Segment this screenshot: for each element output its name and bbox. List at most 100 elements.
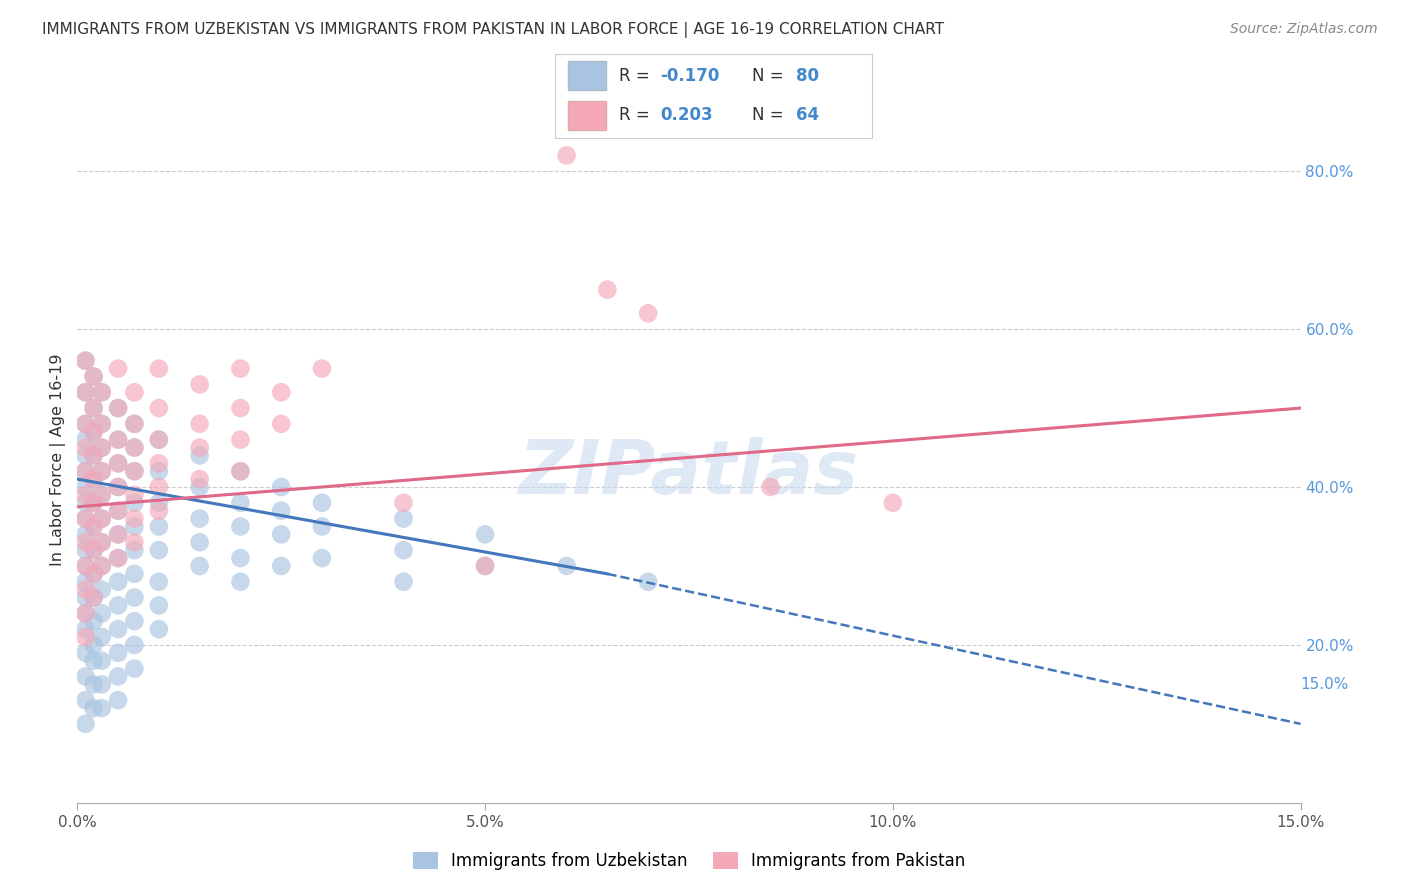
- Point: [188, 511, 211, 525]
- Point: [555, 558, 578, 573]
- Point: [75, 630, 97, 644]
- Point: [75, 607, 97, 621]
- Point: [124, 535, 146, 549]
- Point: [83, 401, 105, 415]
- Point: [83, 401, 105, 415]
- Point: [107, 527, 129, 541]
- Point: [107, 433, 129, 447]
- Point: [107, 574, 129, 589]
- Point: [83, 369, 105, 384]
- Point: [90, 677, 112, 691]
- Text: 15.0%: 15.0%: [1301, 677, 1348, 692]
- Point: [124, 638, 146, 652]
- Point: [124, 417, 146, 431]
- Point: [124, 385, 146, 400]
- Point: [90, 464, 112, 478]
- Point: [75, 417, 97, 431]
- Point: [124, 441, 146, 455]
- Point: [107, 456, 129, 470]
- Point: [75, 669, 97, 683]
- Point: [474, 558, 496, 573]
- Point: [90, 630, 112, 644]
- Point: [83, 496, 105, 510]
- Point: [75, 511, 97, 525]
- Point: [124, 464, 146, 478]
- Point: [229, 464, 252, 478]
- Point: [474, 527, 496, 541]
- Point: [107, 401, 129, 415]
- Point: [148, 504, 170, 518]
- Bar: [568, 62, 606, 90]
- Point: [148, 622, 170, 636]
- Point: [75, 385, 97, 400]
- Point: [637, 306, 659, 320]
- Point: [83, 701, 105, 715]
- Point: [90, 511, 112, 525]
- Point: [75, 574, 97, 589]
- Text: -0.170: -0.170: [659, 67, 718, 85]
- Point: [83, 369, 105, 384]
- Text: IMMIGRANTS FROM UZBEKISTAN VS IMMIGRANTS FROM PAKISTAN IN LABOR FORCE | AGE 16-1: IMMIGRANTS FROM UZBEKISTAN VS IMMIGRANTS…: [42, 22, 945, 38]
- Point: [188, 558, 211, 573]
- Point: [83, 449, 105, 463]
- Point: [75, 433, 97, 447]
- Point: [75, 607, 97, 621]
- Point: [83, 543, 105, 558]
- Point: [90, 558, 112, 573]
- Text: Source: ZipAtlas.com: Source: ZipAtlas.com: [1230, 22, 1378, 37]
- Point: [83, 519, 105, 533]
- Point: [148, 401, 170, 415]
- Point: [124, 543, 146, 558]
- Point: [270, 417, 292, 431]
- Point: [124, 519, 146, 533]
- Point: [75, 449, 97, 463]
- Point: [229, 361, 252, 376]
- Point: [124, 566, 146, 581]
- Point: [90, 701, 112, 715]
- Point: [148, 519, 170, 533]
- Point: [107, 551, 129, 566]
- Point: [83, 638, 105, 652]
- Point: [148, 480, 170, 494]
- Point: [124, 488, 146, 502]
- Point: [107, 504, 129, 518]
- Point: [75, 385, 97, 400]
- Point: [90, 417, 112, 431]
- Point: [90, 558, 112, 573]
- Point: [83, 425, 105, 439]
- Point: [392, 574, 415, 589]
- Point: [637, 574, 659, 589]
- Point: [392, 543, 415, 558]
- Point: [188, 377, 211, 392]
- Point: [107, 401, 129, 415]
- Point: [75, 464, 97, 478]
- Point: [188, 480, 211, 494]
- Point: [148, 433, 170, 447]
- Point: [229, 433, 252, 447]
- Point: [124, 614, 146, 628]
- Point: [229, 401, 252, 415]
- Point: [311, 496, 333, 510]
- Text: N =: N =: [752, 67, 789, 85]
- Point: [148, 464, 170, 478]
- Y-axis label: In Labor Force | Age 16-19: In Labor Force | Age 16-19: [51, 353, 66, 566]
- Point: [75, 441, 97, 455]
- Point: [90, 654, 112, 668]
- Point: [83, 472, 105, 486]
- Point: [90, 464, 112, 478]
- Point: [90, 385, 112, 400]
- Point: [90, 582, 112, 597]
- Point: [596, 283, 619, 297]
- Point: [90, 535, 112, 549]
- Point: [392, 496, 415, 510]
- Point: [83, 496, 105, 510]
- Point: [107, 361, 129, 376]
- Point: [229, 464, 252, 478]
- Point: [124, 441, 146, 455]
- Point: [107, 693, 129, 707]
- Point: [75, 582, 97, 597]
- Point: [75, 693, 97, 707]
- Point: [83, 543, 105, 558]
- Point: [83, 591, 105, 605]
- Text: N =: N =: [752, 106, 789, 124]
